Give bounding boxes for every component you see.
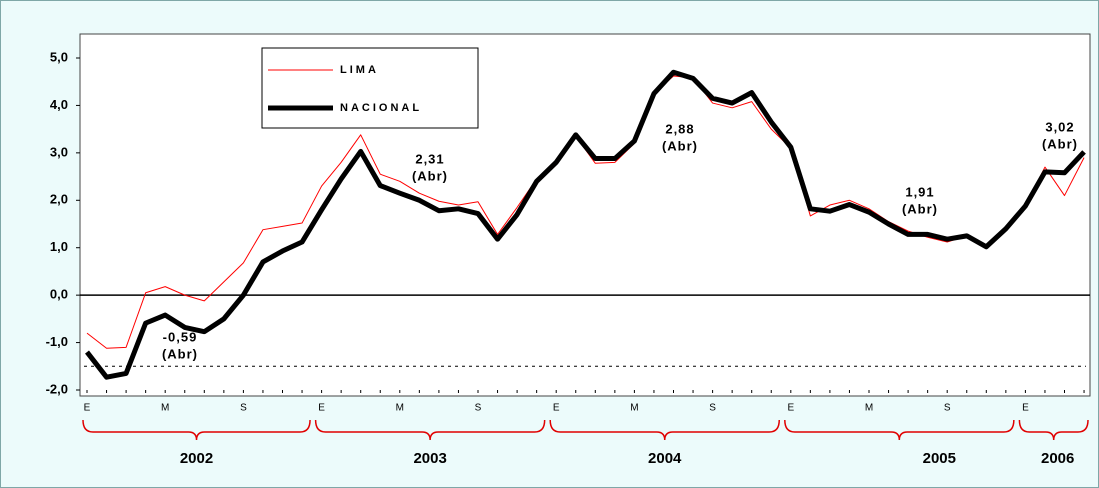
y-tick-label: 5,0 (50, 49, 68, 64)
year-brace (1018, 419, 1089, 441)
annotation-value: 3,02 (1045, 119, 1074, 134)
line-nacional (85, 69, 1086, 380)
x-tick-label: M (865, 403, 873, 414)
year-brace (314, 419, 546, 441)
annotation-note: (Abr) (902, 201, 938, 216)
y-tick-label: -1,0 (46, 334, 68, 349)
year-brace (784, 419, 1015, 441)
year-label: 2002 (180, 450, 213, 467)
annotation-value: 1,91 (905, 184, 934, 199)
annotation-note: (Abr) (1042, 136, 1078, 151)
annotation-note: (Abr) (662, 138, 698, 153)
year-label: 2006 (1041, 450, 1074, 467)
annotation-note: (Abr) (162, 346, 198, 361)
y-tick-label: 2,0 (50, 192, 68, 207)
y-tick-label: 0,0 (50, 287, 68, 302)
x-tick-label: M (396, 403, 404, 414)
year-label: 2005 (923, 450, 956, 467)
x-tick-label: E (553, 403, 560, 414)
y-tick-label: 4,0 (50, 97, 68, 112)
x-tick-label: S (944, 403, 951, 414)
x-tick-label: S (709, 403, 716, 414)
x-tick-label: S (240, 403, 247, 414)
x-tick-label: E (787, 403, 794, 414)
annotation-value: 2,31 (415, 151, 444, 166)
x-tick-label: E (84, 403, 91, 414)
year-brace (549, 419, 780, 441)
x-tick-label: M (630, 403, 638, 414)
plot-area (79, 33, 1091, 397)
y-tick-label: -2,0 (46, 381, 68, 396)
year-brace (82, 419, 311, 441)
x-tick-label: E (1022, 403, 1029, 414)
annotation-value: 2,88 (665, 121, 694, 136)
y-tick-label: 3,0 (50, 144, 68, 159)
x-tick-label: E (318, 403, 325, 414)
legend-label: LIMA (340, 64, 379, 76)
year-label: 2004 (648, 450, 682, 467)
annotation-value: -0,59 (163, 329, 198, 344)
y-tick-label: 1,0 (50, 239, 68, 254)
x-tick-label: M (161, 403, 169, 414)
legend-label: NACIONAL (340, 102, 422, 114)
legend-box (261, 47, 479, 129)
x-tick-label: S (475, 403, 482, 414)
annotation-note: (Abr) (412, 168, 448, 183)
year-label: 2003 (413, 450, 446, 467)
